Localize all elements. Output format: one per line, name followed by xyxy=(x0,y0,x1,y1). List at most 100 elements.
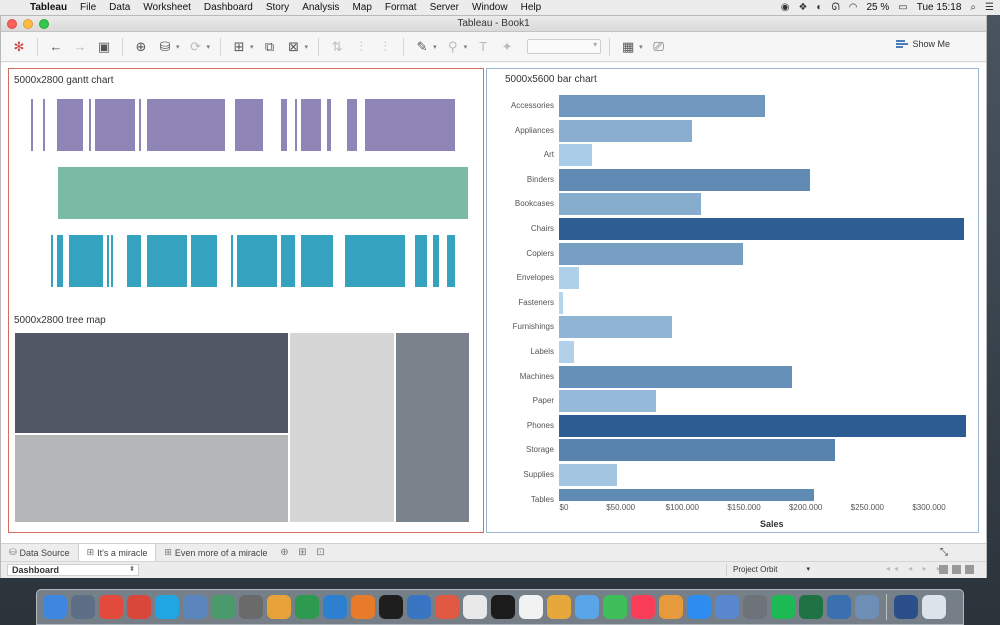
menu-dashboard[interactable]: Dashboard xyxy=(203,2,253,13)
tab-its-a-miracle[interactable]: ⊞ It's a miracle xyxy=(77,543,157,562)
dock-trash-icon[interactable] xyxy=(922,595,946,619)
bar[interactable] xyxy=(559,316,673,339)
dock-calendar-icon[interactable] xyxy=(491,595,515,619)
left-container[interactable]: 5000x2800 gantt chart 5000x2800 tree map xyxy=(8,68,484,533)
fix-axes-icon[interactable]: ✦ xyxy=(501,38,513,54)
gantt-bar[interactable] xyxy=(107,235,109,287)
sort-ascending-icon[interactable]: ⫶ xyxy=(359,38,363,54)
clock[interactable]: Tue 15:18 xyxy=(916,2,962,13)
bar[interactable] xyxy=(559,242,744,265)
tableau-logo-icon[interactable]: ✻ xyxy=(13,38,25,54)
sort-descending-icon[interactable]: ⫶ xyxy=(383,38,387,54)
dock-excel-icon[interactable] xyxy=(771,595,795,619)
minimize-window-button[interactable] xyxy=(23,19,33,29)
gantt-bar[interactable] xyxy=(51,235,53,287)
gantt-bar[interactable] xyxy=(89,99,91,151)
dock-terminal-icon[interactable] xyxy=(351,595,375,619)
gantt-bar[interactable] xyxy=(127,235,141,287)
show-me-button[interactable]: Show Me xyxy=(896,39,950,49)
dock-scrivener-icon[interactable] xyxy=(127,595,151,619)
menu-file[interactable]: File xyxy=(80,2,97,13)
bar[interactable] xyxy=(559,218,965,240)
dock-screenshot-icon[interactable] xyxy=(407,595,431,619)
bar[interactable] xyxy=(559,267,580,290)
bar[interactable] xyxy=(559,488,815,501)
bar[interactable] xyxy=(559,414,966,437)
presentation-mode-icon[interactable]: ⎚ xyxy=(653,38,664,54)
new-worksheet-icon[interactable]: ⊞ xyxy=(233,38,245,54)
dock-mail-icon[interactable] xyxy=(827,595,851,619)
menu-window[interactable]: Window xyxy=(472,2,508,13)
dock-facetime-icon[interactable] xyxy=(575,595,599,619)
pause-updates-icon[interactable]: ⛁ xyxy=(159,38,171,54)
dock-books-icon[interactable] xyxy=(631,595,655,619)
gantt-bar[interactable] xyxy=(301,99,321,151)
new-dashboard-tab-icon[interactable]: ⊞ xyxy=(298,547,307,558)
gantt-bar[interactable] xyxy=(57,235,63,287)
gantt-bar[interactable] xyxy=(365,99,455,151)
tab-data-source[interactable]: ⛁ Data Source xyxy=(1,544,78,562)
bar[interactable] xyxy=(559,119,692,142)
spotlight-icon[interactable]: ⌕ xyxy=(970,2,977,13)
gantt-bar[interactable] xyxy=(281,99,287,151)
user-menu[interactable]: Project Orbit xyxy=(726,564,812,576)
highlight-icon[interactable]: ✎ xyxy=(416,38,428,54)
bar[interactable] xyxy=(559,464,617,486)
save-icon[interactable]: ▣ xyxy=(97,38,111,54)
gantt-bar[interactable] xyxy=(69,235,103,287)
dock-skype-icon[interactable] xyxy=(155,595,179,619)
menu-data[interactable]: Data xyxy=(109,2,131,13)
tab-even-more-of-a-miracle[interactable]: ⊞ Even more of a miracle xyxy=(156,544,275,562)
dropbox-icon[interactable]: ❖ xyxy=(798,2,808,13)
dock-tableau-public-icon[interactable] xyxy=(799,595,823,619)
battery-icon[interactable]: ▭ xyxy=(898,2,908,13)
gantt-bar[interactable] xyxy=(345,235,405,287)
sheet-view-toggles[interactable] xyxy=(939,565,974,574)
dock-tableau-icon[interactable] xyxy=(183,595,207,619)
zoom-window-button[interactable] xyxy=(39,19,49,29)
back-arrow-icon[interactable]: ← xyxy=(49,39,63,54)
gantt-bar[interactable] xyxy=(433,235,439,287)
bar[interactable] xyxy=(559,365,793,388)
dock-launchpad-icon[interactable] xyxy=(71,595,95,619)
gantt-bar[interactable] xyxy=(347,99,357,151)
dock-1password-icon[interactable] xyxy=(435,595,459,619)
dock-atom-icon[interactable] xyxy=(211,595,235,619)
gantt-bar[interactable] xyxy=(95,99,135,151)
gantt-bar[interactable] xyxy=(415,235,427,287)
sheet-select[interactable]: Dashboard xyxy=(7,564,139,576)
menu-map[interactable]: Map xyxy=(352,2,372,13)
dock-documents-icon[interactable] xyxy=(894,595,918,619)
tree-map-tile[interactable] xyxy=(14,434,289,523)
dock-system-preferences-icon[interactable] xyxy=(715,595,739,619)
dock-tableplus-icon[interactable] xyxy=(267,595,291,619)
bar[interactable] xyxy=(559,193,701,216)
new-worksheet-tab-icon[interactable]: ⊕ xyxy=(280,547,289,558)
dock-affinity-icon[interactable] xyxy=(323,595,347,619)
dock-quicktime-icon[interactable] xyxy=(855,595,879,619)
resize-icon[interactable]: ⤡ xyxy=(940,547,948,558)
show-mark-labels-icon[interactable]: T xyxy=(479,39,488,54)
dock-finder-icon[interactable] xyxy=(43,595,67,619)
bar[interactable] xyxy=(559,390,656,413)
gantt-bar[interactable] xyxy=(147,99,225,151)
fit-select[interactable] xyxy=(527,39,602,54)
gantt-bar[interactable] xyxy=(43,99,45,151)
gantt-bar[interactable] xyxy=(58,167,468,219)
gantt-bar[interactable] xyxy=(147,235,187,287)
gantt-bar[interactable] xyxy=(237,235,277,287)
dock-sublime-text-icon[interactable] xyxy=(239,595,263,619)
new-data-source-icon[interactable]: ⊕ xyxy=(135,38,147,54)
gantt-bar[interactable] xyxy=(31,99,33,151)
gantt-bar[interactable] xyxy=(327,99,331,151)
menu-format[interactable]: Format xyxy=(384,2,417,13)
menu-analysis[interactable]: Analysis xyxy=(302,2,340,13)
gantt-bar[interactable] xyxy=(139,99,141,151)
sheet-navigation[interactable]: ◂◂ ◂ ▸ ▸▸ xyxy=(886,564,953,573)
dock-chrome-icon[interactable] xyxy=(99,595,123,619)
show-cards-icon[interactable]: ▦ xyxy=(621,38,635,54)
menu-app[interactable]: Tableau xyxy=(30,2,68,13)
new-story-tab-icon[interactable]: ⊡ xyxy=(316,547,325,558)
dock-spotify-icon[interactable] xyxy=(743,595,767,619)
dock-evernote-icon[interactable] xyxy=(295,595,319,619)
